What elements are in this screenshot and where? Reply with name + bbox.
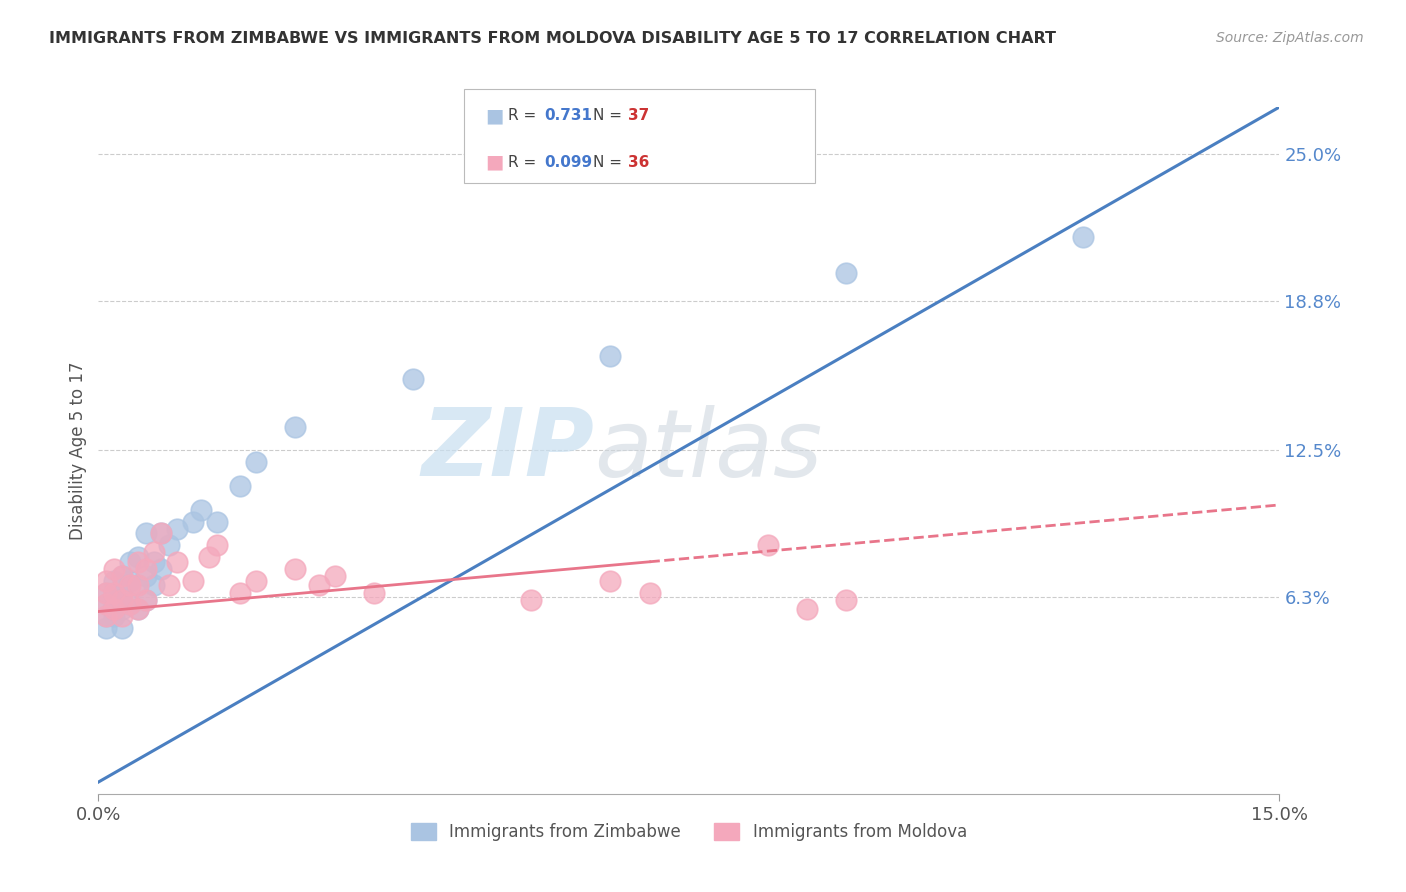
Point xyxy=(157,578,180,592)
Point xyxy=(96,598,118,612)
Point xyxy=(135,569,157,583)
Legend: Immigrants from Zimbabwe, Immigrants from Moldova: Immigrants from Zimbabwe, Immigrants fro… xyxy=(405,816,973,847)
Point xyxy=(118,578,141,592)
Point xyxy=(181,574,204,588)
Point xyxy=(96,574,118,588)
Point xyxy=(599,349,621,363)
Point xyxy=(284,562,307,576)
Point xyxy=(284,419,307,434)
Text: IMMIGRANTS FROM ZIMBABWE VS IMMIGRANTS FROM MOLDOVA DISABILITY AGE 5 TO 17 CORRE: IMMIGRANTS FROM ZIMBABWE VS IMMIGRANTS F… xyxy=(49,31,1056,46)
Point xyxy=(96,609,118,624)
Point xyxy=(520,592,543,607)
Point xyxy=(599,574,621,588)
Point xyxy=(103,598,125,612)
Point xyxy=(103,609,125,624)
Point xyxy=(135,562,157,576)
Point xyxy=(142,555,165,569)
Point xyxy=(150,562,173,576)
Point xyxy=(111,569,134,583)
Point xyxy=(111,602,134,616)
Point xyxy=(142,545,165,559)
Point xyxy=(245,455,267,469)
Point xyxy=(111,569,134,583)
Point xyxy=(835,266,858,280)
Point xyxy=(402,372,425,386)
Point xyxy=(363,585,385,599)
Point xyxy=(756,538,779,552)
Point xyxy=(638,585,661,599)
Point xyxy=(229,585,252,599)
Point xyxy=(103,585,125,599)
Point xyxy=(111,621,134,635)
Text: 36: 36 xyxy=(628,155,650,169)
Text: atlas: atlas xyxy=(595,405,823,496)
Text: R =: R = xyxy=(508,109,541,123)
Text: 0.731: 0.731 xyxy=(544,109,592,123)
Point xyxy=(205,515,228,529)
Point xyxy=(245,574,267,588)
Point xyxy=(181,515,204,529)
Point xyxy=(323,569,346,583)
Point xyxy=(166,555,188,569)
Point xyxy=(103,562,125,576)
Point xyxy=(197,549,219,564)
Point xyxy=(96,621,118,635)
Point xyxy=(127,578,149,592)
Point xyxy=(142,578,165,592)
Point xyxy=(135,592,157,607)
Point xyxy=(111,585,134,599)
Y-axis label: Disability Age 5 to 17: Disability Age 5 to 17 xyxy=(69,361,87,540)
Point xyxy=(127,549,149,564)
Text: N =: N = xyxy=(593,155,627,169)
Point xyxy=(111,609,134,624)
Point xyxy=(118,574,141,588)
Point xyxy=(150,526,173,541)
Text: Source: ZipAtlas.com: Source: ZipAtlas.com xyxy=(1216,31,1364,45)
Point xyxy=(118,598,141,612)
Point xyxy=(127,602,149,616)
Point xyxy=(103,602,125,616)
Point xyxy=(796,602,818,616)
Point xyxy=(96,585,118,599)
Point xyxy=(127,555,149,569)
Text: ■: ■ xyxy=(485,106,503,126)
Point xyxy=(96,609,118,624)
Point xyxy=(118,555,141,569)
Point xyxy=(103,585,125,599)
Point xyxy=(229,479,252,493)
Point xyxy=(166,522,188,536)
Text: 37: 37 xyxy=(628,109,650,123)
Text: N =: N = xyxy=(593,109,627,123)
Point xyxy=(150,526,173,541)
Point xyxy=(308,578,330,592)
Point xyxy=(135,526,157,541)
Text: R =: R = xyxy=(508,155,541,169)
Text: 0.099: 0.099 xyxy=(544,155,592,169)
Point xyxy=(111,592,134,607)
Point xyxy=(205,538,228,552)
Text: ZIP: ZIP xyxy=(422,404,595,497)
Point xyxy=(157,538,180,552)
Point xyxy=(103,574,125,588)
Point xyxy=(96,585,118,599)
Point xyxy=(135,592,157,607)
Text: ■: ■ xyxy=(485,153,503,172)
Point xyxy=(190,502,212,516)
Point xyxy=(835,592,858,607)
Point xyxy=(127,602,149,616)
Point xyxy=(96,598,118,612)
Point xyxy=(127,578,149,592)
Point xyxy=(118,598,141,612)
Point xyxy=(1071,230,1094,244)
